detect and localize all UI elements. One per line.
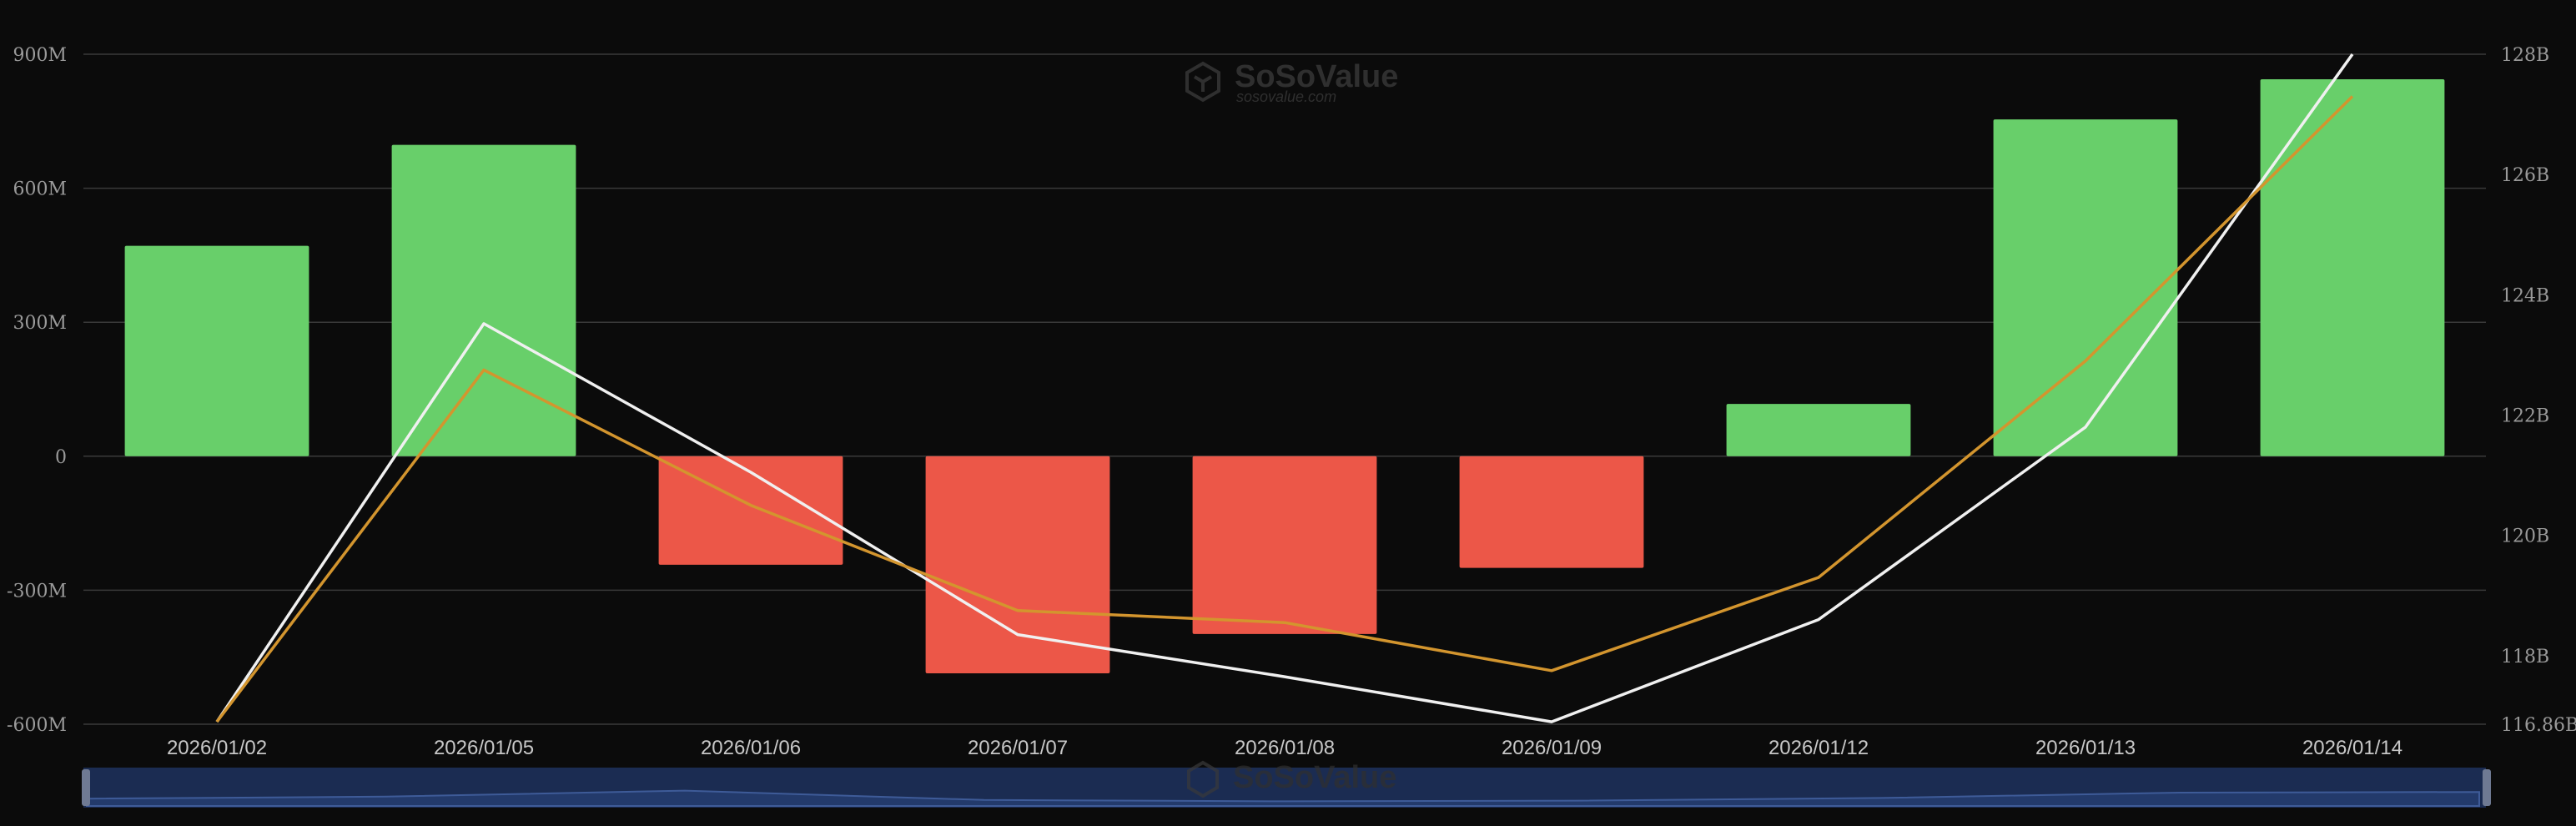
inflow-bar[interactable] bbox=[1726, 404, 1911, 456]
gold-line-series bbox=[215, 95, 2354, 723]
x-tick-label: 2026/01/08 bbox=[1235, 737, 1335, 759]
x-tick-label: 2026/01/12 bbox=[1768, 737, 1869, 759]
x-tick-label: 2026/01/06 bbox=[701, 737, 801, 759]
x-tick-label: 2026/01/02 bbox=[167, 737, 267, 759]
x-tick-label: 2026/01/13 bbox=[2035, 737, 2136, 759]
inflow-bar[interactable] bbox=[1993, 119, 2178, 456]
left-tick-label: -600M bbox=[7, 715, 67, 736]
left-tick-label: 900M bbox=[13, 45, 67, 66]
inflow-bar[interactable] bbox=[124, 245, 309, 456]
navigator-watermark: SoSoValue bbox=[1187, 760, 1396, 798]
outflow-bar[interactable] bbox=[1459, 456, 1644, 568]
right-tick-label: 124B bbox=[2501, 285, 2549, 306]
right-axis: 128B 126B 124B 122B 120B 118B 116.86B bbox=[2501, 45, 2576, 736]
watermark-brand: SoSoValue bbox=[1235, 59, 1398, 94]
x-tick-label: 2026/01/07 bbox=[968, 737, 1068, 759]
right-tick-label: 122B bbox=[2501, 405, 2549, 426]
asset-lines bbox=[215, 53, 2354, 723]
watermark-top: SoSoValue sosovalue.com bbox=[1185, 59, 1398, 105]
left-axis: 900M 600M 300M 0 -300M -600M bbox=[7, 45, 67, 736]
left-tick-label: -300M bbox=[7, 581, 67, 602]
x-axis: 2026/01/02 2026/01/05 2026/01/06 2026/01/07… bbox=[167, 737, 2402, 759]
right-tick-label: 116.86B bbox=[2501, 715, 2576, 736]
left-tick-label: 300M bbox=[13, 313, 67, 334]
right-tick-label: 118B bbox=[2501, 647, 2549, 667]
navigator-left-handle[interactable] bbox=[82, 769, 90, 806]
navigator-area bbox=[86, 789, 2480, 807]
right-tick-label: 128B bbox=[2501, 45, 2549, 66]
white-line-series bbox=[215, 53, 2354, 723]
inflow-bar[interactable] bbox=[2260, 78, 2445, 456]
navigator-right-handle[interactable] bbox=[2483, 769, 2491, 806]
left-tick-label: 0 bbox=[55, 447, 67, 468]
x-tick-label: 2026/01/09 bbox=[1502, 737, 1602, 759]
right-tick-label: 126B bbox=[2501, 165, 2549, 186]
watermark-url: sosovalue.com bbox=[1236, 88, 1336, 105]
range-navigator[interactable]: SoSoValue bbox=[82, 760, 2491, 808]
outflow-bar[interactable] bbox=[925, 456, 1110, 673]
left-tick-label: 600M bbox=[13, 179, 67, 200]
outflow-bar[interactable] bbox=[1192, 456, 1377, 634]
x-tick-label: 2026/01/14 bbox=[2302, 737, 2402, 759]
x-tick-label: 2026/01/05 bbox=[434, 737, 534, 759]
inflow-bar[interactable] bbox=[391, 144, 576, 456]
sosovalue-logo-icon bbox=[1187, 760, 1219, 798]
right-tick-label: 120B bbox=[2501, 526, 2549, 547]
navigator-watermark-brand: SoSoValue bbox=[1233, 760, 1396, 795]
sosovalue-logo-icon bbox=[1185, 61, 1220, 103]
